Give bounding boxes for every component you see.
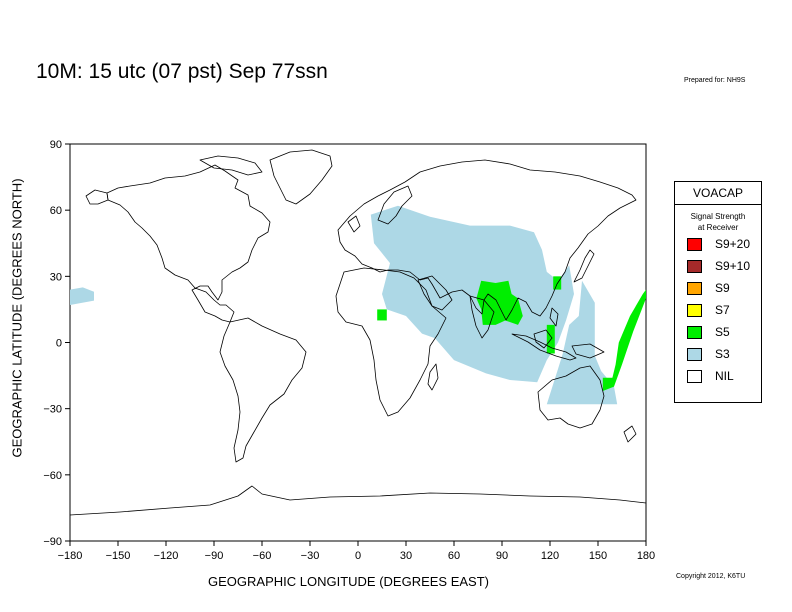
legend-subtitle-line2: at Receiver (697, 223, 739, 232)
legend-label: S7 (715, 303, 730, 317)
y-tick-label: −60 (43, 470, 62, 482)
prepared-for-note: Prepared for: NH9S (684, 77, 746, 84)
legend-title: VOACAP (675, 182, 761, 205)
continent-outlines (69, 149, 647, 516)
y-tick-label: 60 (50, 205, 62, 217)
y-tick-label: 0 (56, 338, 62, 350)
y-tick-label: 90 (50, 139, 62, 151)
south-america-outline (219, 317, 307, 463)
legend-label: S5 (715, 325, 730, 339)
x-tick-label: 120 (541, 550, 559, 562)
scandinavia-outline (377, 185, 413, 225)
x-tick-label: 30 (400, 550, 412, 562)
x-tick-label: −120 (154, 550, 179, 562)
legend-swatch (687, 260, 702, 273)
copyright-note: Copyright 2012, K6TU (676, 573, 746, 580)
legend-label: S9 (715, 281, 730, 295)
new-zealand-outline (623, 425, 637, 443)
alaska-outline (85, 189, 109, 205)
x-tick-label: −30 (301, 550, 320, 562)
legend-swatch (687, 326, 702, 339)
coverage-region-s3 (70, 287, 94, 306)
coverage-region-s5 (476, 280, 523, 325)
x-tick-label: 90 (496, 550, 508, 562)
legend-label: S3 (715, 347, 730, 361)
madagascar-outline (427, 363, 439, 391)
legend-swatch (687, 282, 702, 295)
borneo-outline (533, 329, 553, 349)
antarctica-outline (69, 485, 647, 516)
legend-item-s3: S3 (675, 345, 761, 367)
legend-item-s9-10: S9+10 (675, 257, 761, 279)
japan-outline (573, 249, 595, 283)
x-tick-label: −60 (253, 550, 272, 562)
north-america-outline (106, 164, 271, 323)
australia-outline (537, 365, 605, 429)
x-tick-label: −150 (106, 550, 131, 562)
x-tick-label: 60 (448, 550, 460, 562)
coverage-region-s5 (602, 289, 646, 392)
signal-legend: VOACAP Signal Strength at Receiver S9+20… (674, 181, 762, 403)
legend-swatch (687, 238, 702, 251)
legend-subtitle: Signal Strength at Receiver (675, 211, 761, 235)
axis-ticks: −180 −150 −120 −90 −60 −30 0 30 60 90 120 150 180 90 6… (43, 139, 655, 562)
x-tick-label: 150 (589, 550, 607, 562)
coverage-region-s5 (377, 309, 387, 321)
coverage-region-s5 (553, 276, 562, 290)
x-tick-label: 180 (637, 550, 655, 562)
india-outline (469, 295, 495, 339)
legend-swatch (687, 370, 702, 383)
legend-label: S9+10 (715, 259, 751, 273)
legend-item-nil: NIL (675, 367, 761, 389)
legend-item-s9: S9 (675, 279, 761, 301)
british-isles-outline (347, 215, 361, 233)
legend-subtitle-line1: Signal Strength (690, 212, 746, 221)
legend-swatch (687, 304, 702, 317)
africa-outline (335, 267, 447, 417)
legend-swatch (687, 348, 702, 361)
x-tick-label: −180 (58, 550, 83, 562)
x-tick-label: −90 (205, 550, 224, 562)
x-tick-label: 0 (355, 550, 361, 562)
y-axis-label: GEOGRAPHIC LATITUDE (DEGREES NORTH) (9, 178, 25, 458)
philippines-outline (549, 307, 559, 327)
y-tick-label: −90 (43, 536, 62, 548)
legend-label: NIL (715, 369, 734, 383)
legend-item-s7: S7 (675, 301, 761, 323)
map-title: 10M: 15 utc (07 pst) Sep 77ssn (36, 60, 328, 83)
arabia-outline (417, 275, 453, 311)
y-tick-label: −30 (43, 404, 62, 416)
legend-label: S9+20 (715, 237, 751, 251)
plot-frame (69, 143, 647, 542)
y-tick-label: 30 (50, 271, 62, 283)
eurasia-outline (337, 159, 637, 321)
new-guinea-outline (571, 343, 605, 359)
legend-item-s9-20: S9+20 (675, 235, 761, 257)
x-axis-label: GEOGRAPHIC LONGITUDE (DEGREES EAST) (208, 574, 489, 589)
arctic-islands-outline (199, 155, 263, 176)
legend-item-s5: S5 (675, 323, 761, 345)
coverage-region-s3 (370, 205, 574, 383)
coverage-layer (70, 205, 646, 405)
coverage-region-s3 (546, 280, 618, 405)
greenland-outline (269, 149, 333, 205)
